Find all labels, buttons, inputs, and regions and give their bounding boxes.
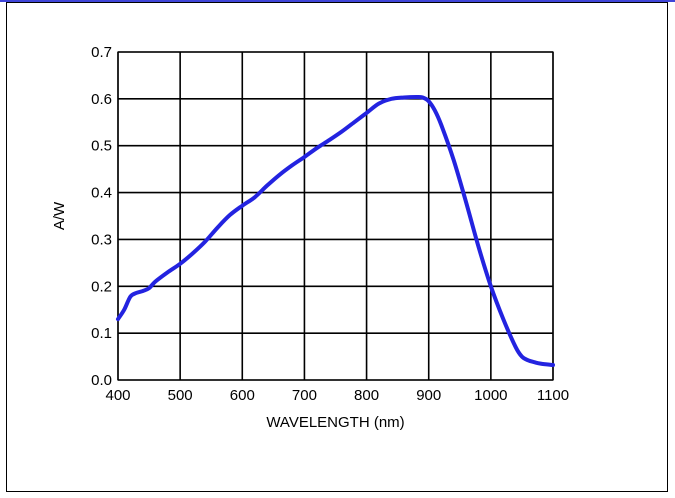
x-tick-label: 500 [168, 387, 193, 404]
y-tick-label: 0.2 [91, 278, 112, 295]
top-border-strip [0, 0, 675, 2]
series-line [116, 94, 555, 368]
figure-frame [6, 2, 668, 492]
y-axis-label: A/W [51, 201, 68, 230]
x-tick-label: 400 [105, 387, 130, 404]
y-tick-label: 0.1 [91, 325, 112, 342]
y-tick-label: 0.0 [91, 372, 112, 389]
x-tick-labels: 400 500 600 700 800 900 1000 1100 [105, 387, 569, 404]
plot-border [117, 51, 554, 381]
y-tick-label: 0.6 [91, 91, 112, 108]
x-tick-label: 900 [416, 387, 441, 404]
x-tick-label: 1000 [474, 387, 507, 404]
x-tick-label: 700 [292, 387, 317, 404]
grid-lines [117, 51, 554, 381]
y-tick-label: 0.4 [91, 185, 112, 202]
x-tick-label: 1100 [537, 387, 569, 404]
x-tick-label: 600 [230, 387, 255, 404]
x-axis-label: WAVELENGTH (nm) [266, 414, 404, 431]
y-tick-labels: 0.0 0.1 0.2 0.3 0.4 0.5 0.6 0.7 [91, 44, 112, 389]
x-tick-label: 800 [354, 387, 379, 404]
y-tick-label: 0.3 [91, 231, 112, 248]
y-tick-label: 0.5 [91, 138, 112, 155]
y-tick-label: 0.7 [91, 44, 112, 61]
